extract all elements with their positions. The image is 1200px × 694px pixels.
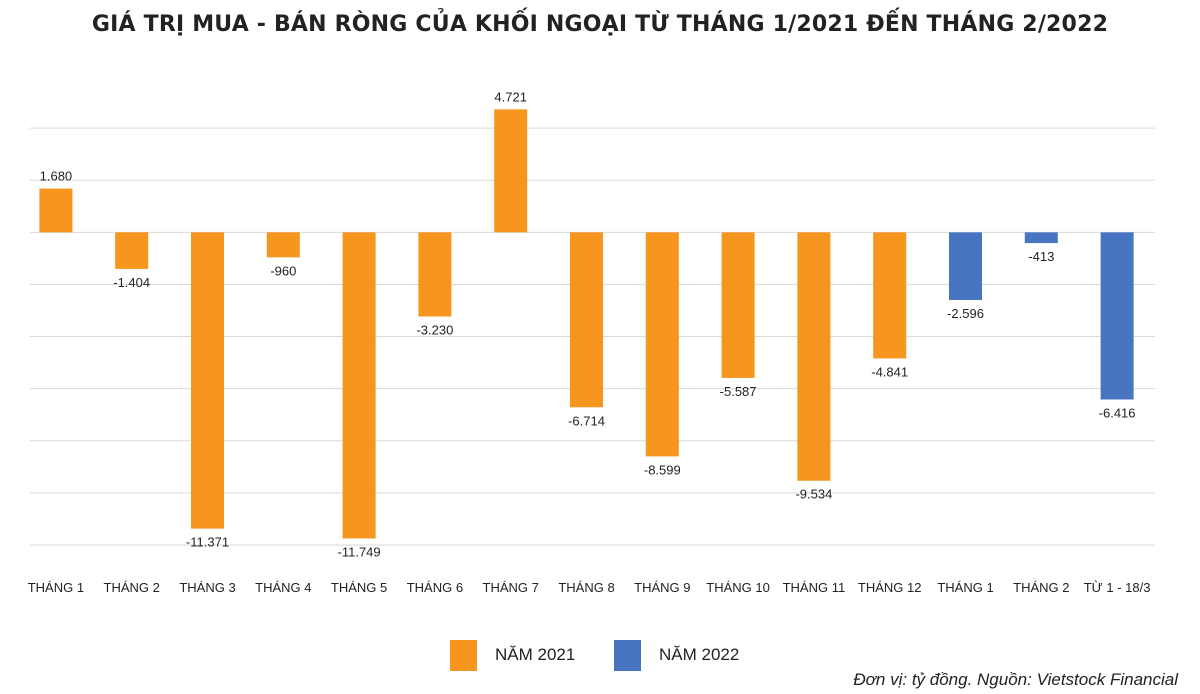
bars: [39, 109, 1134, 539]
bar-3: [191, 232, 224, 529]
bar-12: [873, 232, 907, 359]
bar-8: [570, 232, 603, 408]
x-tick-label-2: THÁNG 2: [104, 580, 160, 595]
bar-9: [645, 232, 679, 457]
value-label-12: -4.841: [871, 364, 908, 379]
value-label-14: -413: [1028, 249, 1054, 264]
value-label-13: -2.596: [947, 306, 984, 321]
source-note: Đơn vị: tỷ đồng. Nguồn: Vietstock Financ…: [853, 670, 1178, 689]
value-label-5: -11.749: [338, 544, 381, 559]
bar-6: [418, 232, 452, 317]
bar-4: [266, 232, 300, 258]
bar-10: [721, 232, 755, 378]
x-tick-label-15: TỪ 1 - 18/3: [1084, 580, 1151, 595]
x-tick-label-7: THÁNG 7: [483, 580, 539, 595]
legend-swatch-2022: [614, 639, 641, 671]
bar-11: [797, 232, 831, 481]
x-tick-label-13: THÁNG 1: [937, 580, 993, 595]
value-label-1: 1.680: [40, 169, 73, 184]
x-tick-label-3: THÁNG 3: [179, 580, 235, 595]
value-label-9: -8.599: [644, 462, 681, 477]
value-label-11: -9.534: [795, 487, 832, 502]
x-tick-label-10: THÁNG 10: [706, 580, 770, 595]
bar-2: [115, 232, 149, 269]
legend-swatch-2021: [450, 639, 477, 671]
bar-15: [1100, 232, 1134, 400]
x-tick-labels: THÁNG 1 THÁNG 2 THÁNG 3 THÁNG 4 THÁNG 5 THÁNG…: [28, 580, 1151, 595]
chart-title: GIÁ TRỊ MUA - BÁN RÒNG CỦA KHỐI NGOẠI TỪ…: [91, 12, 1109, 37]
value-label-4: -960: [270, 263, 296, 278]
value-label-7: 4.721: [494, 89, 527, 104]
x-tick-label-1: THÁNG 1: [28, 580, 84, 595]
bar-14: [1024, 232, 1058, 244]
x-tick-label-6: THÁNG 6: [407, 580, 463, 595]
value-label-3: -11.371: [186, 535, 229, 550]
legend-label-2021: NĂM 2021: [495, 645, 576, 664]
bar-13: [949, 232, 982, 300]
x-tick-label-12: THÁNG 12: [858, 580, 922, 595]
x-tick-label-11: THÁNG 11: [783, 580, 846, 595]
x-tick-label-14: THÁNG 2: [1013, 580, 1069, 595]
legend-label-2022: NĂM 2022: [659, 645, 740, 664]
value-label-15: -6.416: [1099, 406, 1136, 421]
x-tick-label-5: THÁNG 5: [331, 580, 387, 595]
legend-item-2022: NĂM 2022: [614, 638, 739, 672]
x-tick-label-4: THÁNG 4: [255, 580, 311, 595]
legend: NĂM 2021 NĂM 2022: [0, 638, 1200, 672]
legend-item-2021: NĂM 2021: [450, 638, 575, 672]
x-tick-label-9: THÁNG 9: [634, 580, 690, 595]
value-labels: 1.680 -1.404 -11.371 -960 -11.749 -3.230 4.721…: [40, 89, 1136, 559]
value-label-8: -6.714: [568, 413, 605, 428]
bar-5: [342, 232, 376, 539]
value-label-10: -5.587: [720, 384, 757, 399]
bar-7: [494, 109, 528, 233]
value-label-2: -1.404: [113, 275, 150, 290]
value-label-6: -3.230: [416, 322, 453, 337]
bar-1: [39, 188, 73, 233]
x-tick-label-8: THÁNG 8: [558, 580, 614, 595]
